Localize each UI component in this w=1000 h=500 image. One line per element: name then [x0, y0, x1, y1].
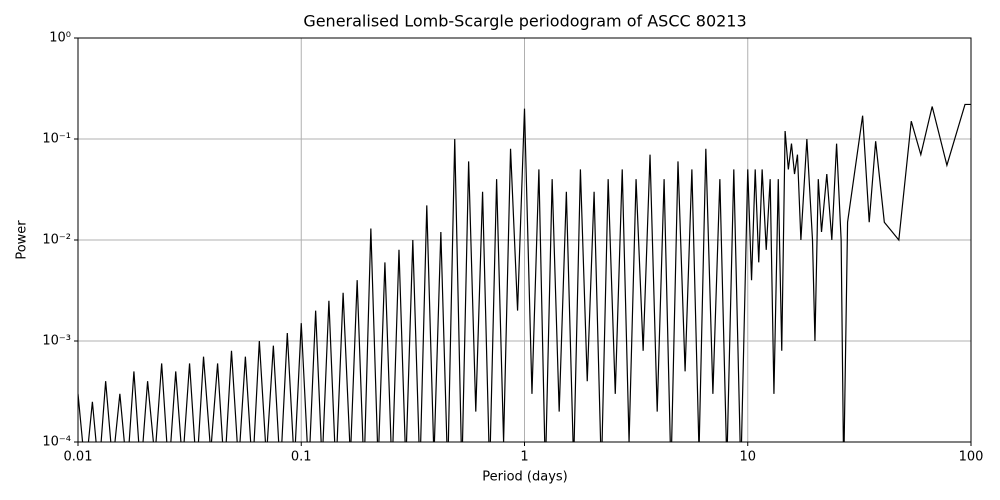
x-tick-label: 10: [739, 450, 756, 465]
x-tick-label: 0.01: [64, 450, 93, 465]
line-series: [78, 103, 971, 442]
x-tick-label: 1: [520, 450, 528, 465]
chart-title: Generalised Lomb-Scargle periodogram of …: [303, 12, 746, 31]
x-axis-label: Period (days): [482, 470, 568, 485]
y-tick-label: 10⁰: [49, 31, 71, 46]
x-tick-label: 100: [959, 450, 984, 465]
y-tick-label: 10⁻¹: [42, 132, 71, 147]
y-tick-label: 10⁻²: [42, 233, 71, 248]
y-axis-label: Power: [15, 220, 30, 260]
plot-frame: [77, 37, 972, 443]
y-tick-label: 10⁻⁴: [42, 435, 71, 450]
x-tick-label: 0.1: [291, 450, 312, 465]
y-tick-label: 10⁻³: [42, 334, 71, 349]
